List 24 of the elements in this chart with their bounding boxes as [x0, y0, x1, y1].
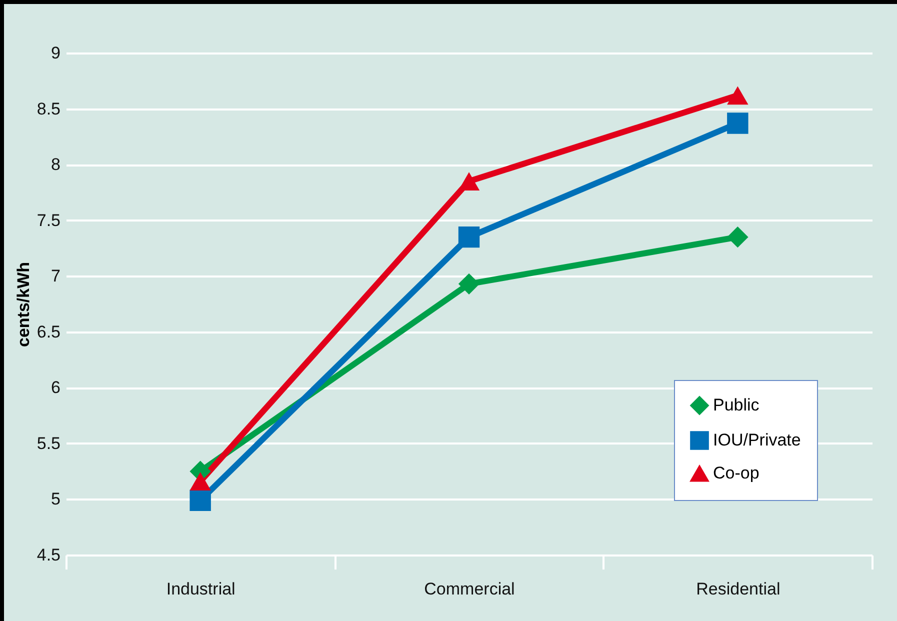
x-tick-label: Industrial	[166, 580, 236, 598]
point	[727, 86, 748, 105]
x-tick-label: Commercial	[424, 580, 515, 598]
y-tick-label: 7.5	[36, 210, 60, 230]
y-tick-label: 8	[51, 155, 60, 174]
point	[727, 226, 748, 248]
y-tick-label: 9	[51, 44, 60, 62]
point	[458, 226, 480, 248]
y-tick-label: 4.5	[36, 546, 60, 564]
y-tick-label: 8.5	[36, 99, 60, 118]
y-tick-label: 6.5	[36, 322, 60, 342]
x-tick-label: Residential	[696, 580, 780, 598]
y-tick-label: 7	[51, 266, 60, 286]
point	[727, 112, 748, 134]
y-tick-label: 6	[51, 378, 60, 398]
legend-label: Co-op	[713, 464, 760, 482]
point	[190, 490, 211, 511]
y-axis-title: cents/kWh	[14, 262, 33, 348]
point	[190, 472, 211, 491]
legend-label: Public	[713, 396, 760, 414]
point	[458, 273, 480, 295]
y-tick-label: 5	[51, 490, 60, 509]
legend-label: IOU/Private	[713, 430, 801, 450]
y-tick-label: 5.5	[36, 434, 60, 453]
